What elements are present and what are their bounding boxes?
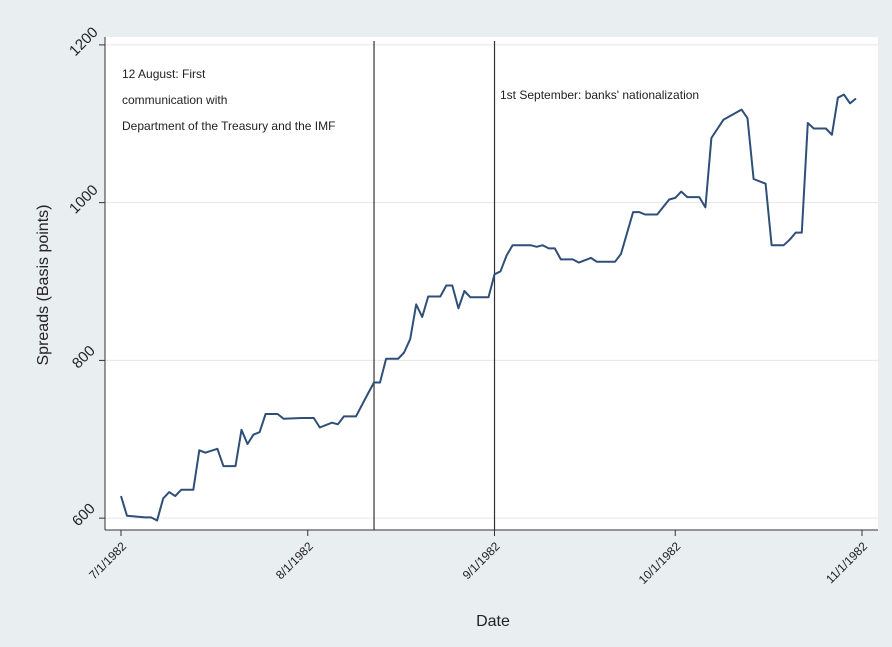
- annotation-line: communication with: [122, 93, 227, 107]
- spread-line: [120, 93, 857, 522]
- gridlines: [105, 44, 878, 519]
- y-tick-label: 800: [69, 342, 99, 372]
- x-tick-label: 11/1/1982: [823, 539, 870, 586]
- x-tick-label: 7/1/1982: [86, 539, 129, 582]
- annotation-line: Department of the Treasury and the IMF: [122, 119, 335, 133]
- y-tick-label: 1200: [66, 24, 102, 60]
- x-tick-label: 9/1/1982: [460, 539, 503, 582]
- x-ticks: 7/1/1982 8/1/1982 9/1/1982 10/1/1982 11/1/19…: [86, 530, 870, 587]
- event-lines: [373, 41, 496, 530]
- annotation-line: 12 August: First: [122, 67, 206, 81]
- annotation-line: 1st September: banks' nationalization: [500, 88, 699, 102]
- axes: [104, 37, 878, 531]
- y-tick-label: 1000: [66, 182, 102, 218]
- x-axis-label: Date: [476, 613, 510, 630]
- y-ticks: 600 800 1000 1200: [66, 24, 105, 530]
- y-axis-label: Spreads (Basis points): [35, 205, 52, 366]
- annotations: 12 August: First communication with Depart…: [122, 67, 699, 133]
- x-tick-label: 10/1/1982: [636, 539, 684, 587]
- x-tick-label: 8/1/1982: [273, 539, 316, 582]
- y-tick-label: 600: [69, 500, 99, 530]
